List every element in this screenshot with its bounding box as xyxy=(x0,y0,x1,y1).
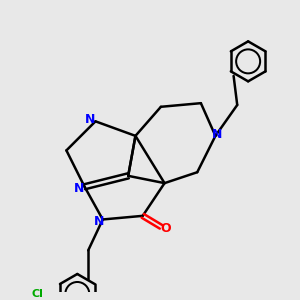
Text: O: O xyxy=(160,222,171,235)
Text: N: N xyxy=(85,113,95,126)
Text: N: N xyxy=(212,128,222,141)
Text: N: N xyxy=(74,182,84,195)
Text: Cl: Cl xyxy=(32,289,43,299)
Text: N: N xyxy=(94,215,104,228)
